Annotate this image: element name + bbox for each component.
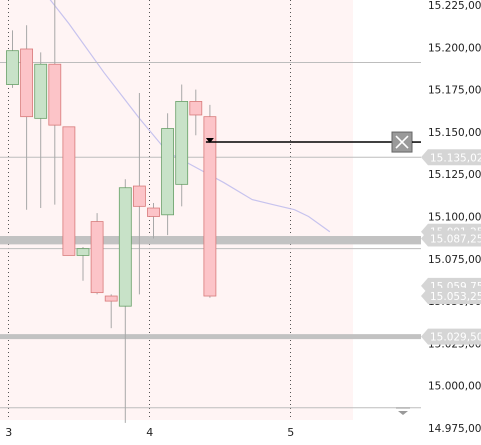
price-level-badge-bg [421,288,481,305]
candle-body [147,207,160,217]
price-level-badge-label: 15.087,25 [430,233,481,245]
price-tick-label: 15.100,00 [428,212,481,224]
time-tick-label: 5 [287,426,294,439]
candle-body [34,63,48,119]
candle-layer [6,0,217,423]
order-marker-icon [205,138,214,144]
price-tick-label: 15.175,00 [428,85,481,97]
candle-body [20,48,34,118]
candle-body [6,50,19,85]
price-tick-label: 15.150,00 [428,127,481,139]
candle[interactable] [90,213,104,295]
candle[interactable] [76,246,90,281]
candle[interactable] [132,92,146,295]
scroll-down-icon[interactable] [396,407,410,415]
price-level-badge-label: 15.053,25 [430,291,481,303]
candle[interactable] [20,25,34,210]
close-icon [395,135,409,149]
candle-body [62,126,76,256]
price-tick-label: 15.125,00 [428,169,481,181]
candle-body [161,128,175,216]
candle[interactable] [203,104,217,298]
candle-body [132,185,146,207]
price-level-badge[interactable]: 15.029,50 [421,328,481,345]
candle-body [48,63,62,126]
price-tick-label: 15.225,00 [428,0,481,12]
price-level-badge[interactable]: 15.135,02 [421,149,481,166]
time-tick-label: 4 [146,426,153,439]
candle[interactable] [147,202,160,239]
candle[interactable] [34,52,48,209]
candle[interactable] [62,126,76,256]
price-level-badge-bg [421,230,481,247]
candle[interactable] [104,294,118,329]
candle-body [203,116,217,297]
price-tick-label: 15.200,00 [428,42,481,54]
price-level-badge[interactable]: 15.087,25 [421,230,481,247]
time-tick-label: 3 [5,426,12,439]
candle-body [118,187,132,307]
order-layer[interactable] [205,131,421,153]
candle[interactable] [189,89,203,136]
price-tick-label: 15.000,00 [428,381,481,393]
candle[interactable] [118,179,132,423]
candle[interactable] [175,84,189,207]
candle-body [76,248,90,256]
candle-body [175,101,189,185]
price-level-badge-bg [421,328,481,345]
price-axis-background [421,0,481,441]
candle-body [90,221,104,294]
price-level-badge-label: 15.029,50 [430,332,481,344]
price-axis[interactable]: 15.225,00 15.200,00 15.175,00 15.150,00 15.1… [421,0,481,435]
price-level-badge[interactable]: 15.053,25 [421,288,481,305]
candle[interactable] [161,113,175,236]
candle[interactable] [48,0,62,205]
candle-body [104,295,118,302]
candle-body [189,101,203,116]
price-level-badge-label: 15.135,02 [430,152,481,164]
time-axis[interactable]: 3 4 5 [5,426,294,439]
price-tick-label: 15.075,00 [428,254,481,266]
candle[interactable] [6,30,19,88]
price-tick-label: 14.975,00 [428,423,481,435]
price-level-badge-bg [421,149,481,166]
